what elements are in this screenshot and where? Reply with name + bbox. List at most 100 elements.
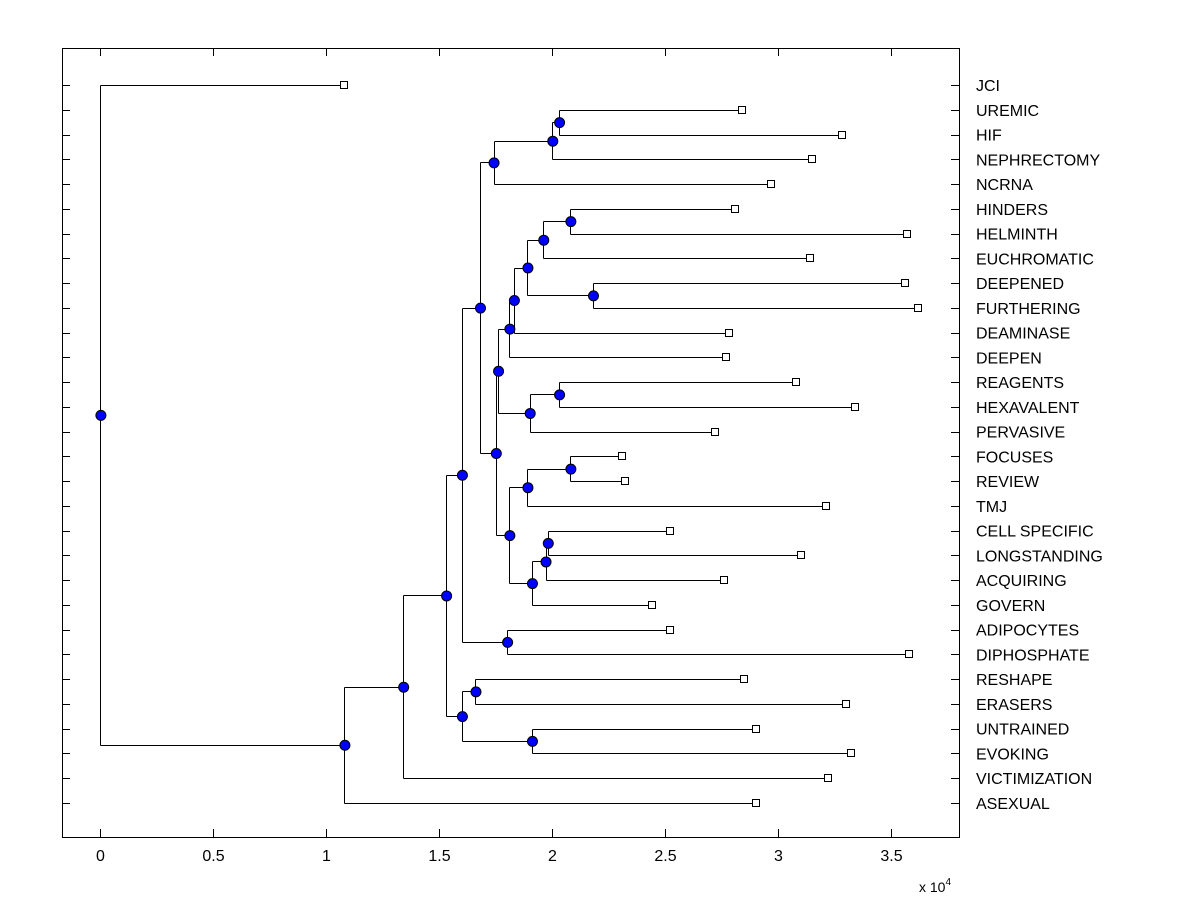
node-marker-n_big <box>456 469 468 481</box>
node-marker-n_cl <box>542 537 554 549</box>
node-marker-n_uh <box>554 117 566 129</box>
node-marker-n_mid <box>490 447 502 459</box>
node-marker-n_clag <box>526 578 538 590</box>
node-marker-n_top <box>488 157 500 169</box>
leaf-label-helminth: HELMINTH <box>976 227 1058 244</box>
leaf-marker-deepened <box>901 279 909 287</box>
leaf-label-reagents: REAGENTS <box>976 375 1064 392</box>
leaf-markers <box>340 81 922 807</box>
node-marker-n_uhn <box>547 135 559 147</box>
leaf-labels: JCI UREMIC HIF NEPHRECTOMY NCRNA HINDERS HELMI… <box>976 78 1103 813</box>
leaf-marker-deepen <box>722 353 730 361</box>
leaf-marker-focuses <box>618 452 626 460</box>
leaf-marker-govern <box>648 601 656 609</box>
node-marker-n_upper <box>474 302 486 314</box>
leaf-label-focuses: FOCUSES <box>976 449 1053 466</box>
leaf-label-uremic: UREMIC <box>976 103 1039 120</box>
leaf-marker-victimization <box>824 774 832 782</box>
leaf-label-evoking: EVOKING <box>976 746 1049 763</box>
leaf-marker-hexavalent <box>851 403 859 411</box>
leaf-label-hexavalent: HEXAVALENT <box>976 400 1080 417</box>
leaf-label-review: REVIEW <box>976 474 1040 491</box>
leaf-label-reshape: RESHAPE <box>976 672 1052 689</box>
node-marker-n_rhp <box>524 407 536 419</box>
node-marker-n_reue <box>456 711 468 723</box>
leaf-marker-tmj <box>822 502 830 510</box>
node-marker-n_rh <box>554 389 566 401</box>
leaf-label-pervasive: PERVASIVE <box>976 425 1065 442</box>
leaf-label-deepened: DEEPENED <box>976 276 1064 293</box>
leaf-marker-evoking <box>847 749 855 757</box>
node-marker-n_cla <box>540 556 552 568</box>
node-marker-n_1 <box>441 590 453 602</box>
leaf-marker-adipocytes <box>666 626 674 634</box>
x-scale-label: x 104 <box>919 877 951 895</box>
x-scale-exponent: 4 <box>945 877 951 888</box>
leaf-label-deaminase: DEAMINASE <box>976 326 1070 343</box>
leaf-marker-pervasive <box>711 428 719 436</box>
x-tick-label: 2 <box>548 848 557 865</box>
leaf-label-hinders: HINDERS <box>976 202 1048 219</box>
node-marker-n_blkA <box>493 365 505 377</box>
leaf-label-govern: GOVERN <box>976 598 1045 615</box>
leaf-label-furthering: FURTHERING <box>976 301 1081 318</box>
leaf-label-adipocytes: ADIPOCYTES <box>976 623 1079 640</box>
leaf-marker-diphosphate <box>905 650 913 658</box>
leaf-label-diphosphate: DIPHOSPHATE <box>976 647 1090 664</box>
leaf-label-victimization: VICTIMIZATION <box>976 771 1092 788</box>
leaf-marker-uremic <box>738 106 746 114</box>
leaf-marker-hinders <box>731 205 739 213</box>
node-markers <box>95 117 599 751</box>
plot-frame <box>62 48 960 838</box>
node-marker-n_ad <box>502 636 514 648</box>
leaf-marker-reshape <box>740 675 748 683</box>
node-marker-n_hdd <box>508 295 520 307</box>
leaf-label-untrained: UNTRAINED <box>976 722 1069 739</box>
node-marker-n_ue <box>526 735 538 747</box>
leaf-marker-longstanding <box>797 551 805 559</box>
leaf-marker-untrained <box>752 725 760 733</box>
x-tick-label: 0.5 <box>202 848 224 865</box>
leaf-label-hif: HIF <box>976 128 1002 145</box>
leaf-label-longstanding: LONGSTANDING <box>976 548 1103 565</box>
node-marker-n_2 <box>398 681 410 693</box>
leaf-marker-furthering <box>914 304 922 312</box>
leaf-label-euchromatic: EUCHROMATIC <box>976 251 1094 268</box>
leaf-marker-ncrna <box>767 180 775 188</box>
leaf-marker-erasers <box>842 700 850 708</box>
leaf-label-jci: JCI <box>976 78 1000 95</box>
x-tick-label: 2.5 <box>654 848 676 865</box>
leaf-marker-hif <box>838 131 846 139</box>
node-marker-n_re <box>470 686 482 698</box>
x-tick-label: 3.5 <box>880 848 902 865</box>
leaf-marker-jci <box>340 81 348 89</box>
leaf-marker-deaminase <box>725 329 733 337</box>
leaf-marker-review <box>621 477 629 485</box>
leaf-label-tmj: TMJ <box>976 499 1007 516</box>
leaf-label-asexual: ASEXUAL <box>976 796 1050 813</box>
x-tick-label: 1.5 <box>428 848 450 865</box>
leaf-label-cell-specific: CELL SPECIFIC <box>976 524 1094 541</box>
x-tick-label: 0 <box>96 848 105 865</box>
x-ticks: 0 0.5 1 1.5 2 2.5 3 3.5 <box>96 48 903 865</box>
leaf-marker-asexual <box>752 799 760 807</box>
node-marker-n_hde <box>504 323 516 335</box>
node-marker-n_3 <box>339 739 351 751</box>
x-tick-label: 1 <box>322 848 331 865</box>
node-marker-n_hhe <box>538 234 550 246</box>
leaf-label-deepen: DEEPEN <box>976 350 1042 367</box>
node-marker-n_root <box>95 409 107 421</box>
node-marker-n_hd <box>522 262 534 274</box>
x-tick-label: 3 <box>774 848 783 865</box>
node-marker-n_hh <box>565 216 577 228</box>
node-marker-n_frt <box>522 482 534 494</box>
node-marker-n_df <box>587 290 599 302</box>
leaf-label-ncrna: NCRNA <box>976 177 1033 194</box>
leaf-marker-reagents <box>792 378 800 386</box>
leaf-marker-euchromatic <box>806 254 814 262</box>
leaf-label-nephrectomy: NEPHRECTOMY <box>976 152 1100 169</box>
leaf-marker-nephrectomy <box>808 155 816 163</box>
leaf-marker-cell-specific <box>666 527 674 535</box>
y-ticks <box>62 85 959 804</box>
